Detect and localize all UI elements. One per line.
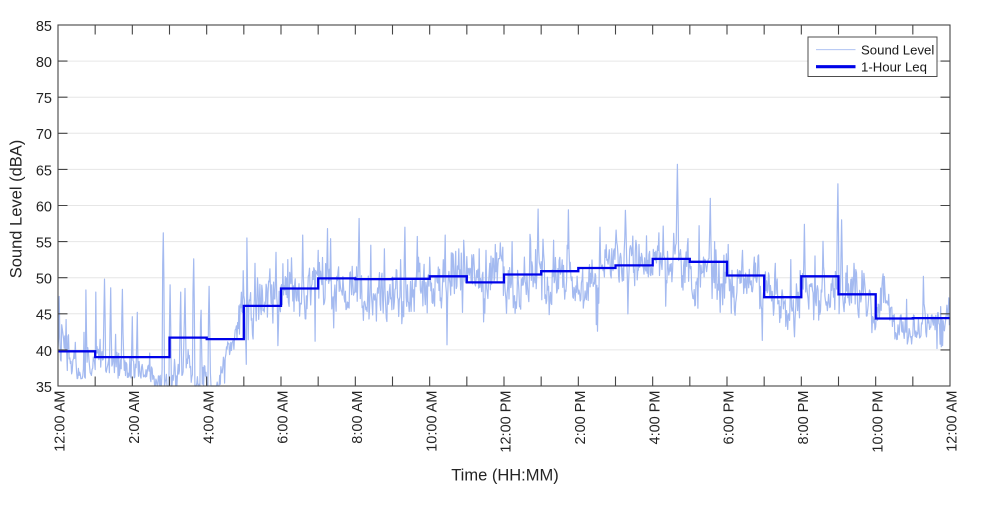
svg-text:2:00 AM: 2:00 AM [127,391,143,444]
svg-text:75: 75 [36,91,52,107]
svg-text:6:00 AM: 6:00 AM [276,391,292,444]
svg-text:85: 85 [36,19,52,35]
svg-text:65: 65 [36,163,52,179]
svg-text:4:00 AM: 4:00 AM [201,391,217,444]
svg-text:1-Hour Leq: 1-Hour Leq [861,59,927,74]
svg-text:Sound Level: Sound Level [861,42,934,57]
svg-text:Time (HH:MM): Time (HH:MM) [451,467,559,485]
svg-text:45: 45 [36,308,52,324]
svg-text:10:00 AM: 10:00 AM [424,391,440,452]
svg-text:12:00 PM: 12:00 PM [499,391,515,453]
svg-text:60: 60 [36,199,52,215]
svg-text:40: 40 [36,344,52,360]
svg-text:2:00 PM: 2:00 PM [573,391,589,445]
svg-text:80: 80 [36,55,52,71]
svg-text:55: 55 [36,236,52,252]
svg-text:8:00 AM: 8:00 AM [350,391,366,444]
svg-text:35: 35 [36,380,52,396]
svg-text:4:00 PM: 4:00 PM [647,391,663,445]
svg-text:50: 50 [36,272,52,288]
svg-text:Sound Level (dBA): Sound Level (dBA) [8,140,26,279]
svg-text:12:00 AM: 12:00 AM [945,391,961,452]
svg-text:8:00 PM: 8:00 PM [796,391,812,445]
svg-text:12:00 AM: 12:00 AM [53,391,69,452]
svg-text:6:00 PM: 6:00 PM [722,391,738,445]
svg-text:10:00 PM: 10:00 PM [870,391,886,453]
svg-text:70: 70 [36,127,52,143]
